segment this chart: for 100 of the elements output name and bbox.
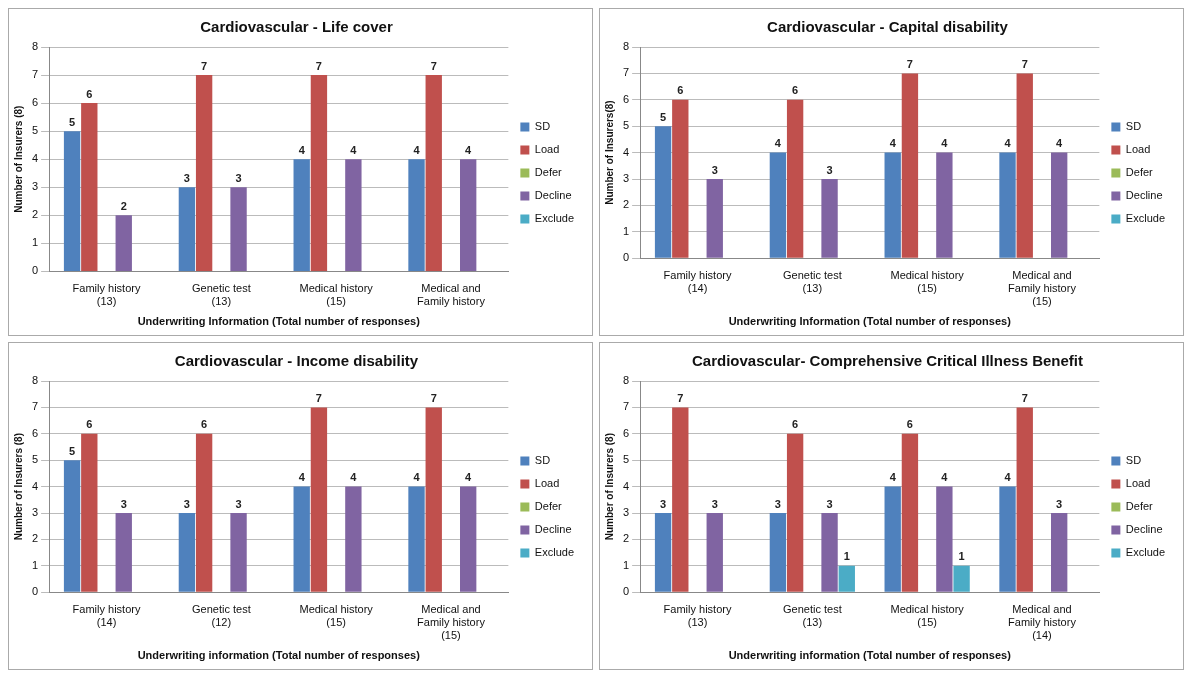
bar <box>654 513 672 592</box>
bar <box>1051 513 1068 592</box>
x-tick-label: Medical history (15) <box>299 602 374 629</box>
x-tick-label: Genetic test (12) <box>191 602 251 629</box>
data-label: 6 <box>86 418 93 431</box>
x-tick-label: Family history (14) <box>72 602 141 629</box>
legend-label: Decline <box>534 523 572 536</box>
bar <box>706 513 723 592</box>
x-tick-label: Medical and Family history (15) <box>417 602 486 642</box>
data-label: 4 <box>298 143 306 156</box>
x-axis-title: Underwriting Information (Total number of responses) <box>728 315 1012 328</box>
bar <box>838 565 855 592</box>
y-tick-label: 3 <box>622 172 630 185</box>
x-tick-label: Family history (14) <box>663 268 732 295</box>
bar <box>706 179 723 258</box>
legend-label: SD <box>534 454 551 467</box>
bar <box>115 215 132 271</box>
y-tick-label: 6 <box>31 96 39 109</box>
y-tick-label: 6 <box>622 426 630 439</box>
y-tick-label: 5 <box>622 119 630 132</box>
y-tick-label: 4 <box>622 145 630 158</box>
x-axis-title: Underwriting information (Total number of responses) <box>137 649 421 662</box>
data-label: 3 <box>711 497 718 510</box>
bar <box>230 187 247 271</box>
bar <box>425 75 442 271</box>
y-tick-label: 7 <box>622 400 630 413</box>
bar <box>786 433 804 592</box>
chart-title: Cardiovascular- Comprehensive Critical Illness Benefit <box>692 352 1083 370</box>
x-tick-label: Medical history (15) <box>890 268 965 295</box>
y-tick-label: 5 <box>31 124 39 137</box>
data-label: 1 <box>958 550 965 563</box>
data-label: 3 <box>120 497 127 510</box>
bar <box>81 103 98 271</box>
data-label: 3 <box>235 171 242 184</box>
data-label: 6 <box>792 84 799 97</box>
data-label: 7 <box>201 59 208 72</box>
y-tick-label: 7 <box>622 66 630 79</box>
bar <box>936 486 953 592</box>
data-label: 3 <box>774 497 781 510</box>
x-axis-title: Underwriting information (Total number of responses) <box>728 649 1012 662</box>
bar <box>1016 407 1033 592</box>
data-label: 3 <box>826 163 833 176</box>
x-tick-label: Medical and Family history <box>417 282 486 308</box>
y-tick-label: 5 <box>31 453 39 466</box>
data-label: 3 <box>711 163 718 176</box>
x-axis-title: Underwriting Information (Total number of responses) <box>137 315 421 328</box>
data-label: 4 <box>413 143 421 156</box>
bar <box>408 486 425 592</box>
y-tick-label: 7 <box>31 400 39 413</box>
y-tick-label: 0 <box>31 264 39 277</box>
x-tick-label: Medical history (15) <box>890 602 965 629</box>
data-label: 4 <box>889 137 897 150</box>
data-label: 4 <box>774 137 782 150</box>
data-label: 6 <box>677 84 684 97</box>
legend-label: Exclude <box>534 212 575 225</box>
y-tick-label: 4 <box>31 479 39 492</box>
bar <box>769 152 787 258</box>
data-label: 4 <box>1004 471 1012 484</box>
data-label: 6 <box>792 418 799 431</box>
x-tick-label: Genetic test (13) <box>191 282 251 308</box>
data-label: 2 <box>120 199 127 212</box>
data-label: 5 <box>660 110 667 123</box>
data-label: 4 <box>941 137 949 150</box>
data-label: 4 <box>465 471 473 484</box>
legend-label: SD <box>1125 120 1142 133</box>
y-tick-label: 1 <box>31 558 39 571</box>
bar <box>786 99 804 258</box>
data-label: 3 <box>183 497 190 510</box>
bar <box>821 179 838 258</box>
bar <box>460 486 477 592</box>
legend-label: Defer <box>534 500 563 513</box>
bar <box>115 513 132 592</box>
data-label: 7 <box>677 391 684 404</box>
y-tick-label: 5 <box>622 453 630 466</box>
y-tick-label: 2 <box>31 208 39 221</box>
data-label: 7 <box>906 57 913 70</box>
bar <box>1051 152 1068 258</box>
data-label: 4 <box>1004 137 1012 150</box>
bar <box>672 407 689 592</box>
x-tick-label: Genetic test (13) <box>782 268 842 295</box>
data-label: 3 <box>1056 497 1063 510</box>
y-axis-title: Number of Insurers (8) <box>12 105 24 213</box>
x-tick-label: Family history (13) <box>663 602 732 629</box>
data-label: 5 <box>69 444 76 457</box>
legend-label: Decline <box>534 189 572 202</box>
bar <box>460 159 477 271</box>
y-tick-label: 6 <box>31 426 39 439</box>
y-tick-label: 1 <box>622 558 630 571</box>
x-tick-label: Genetic test (13) <box>782 602 842 629</box>
data-label: 7 <box>1021 57 1028 70</box>
bar <box>81 433 98 592</box>
y-tick-label: 6 <box>622 92 630 105</box>
data-label: 7 <box>1021 391 1028 404</box>
y-tick-label: 3 <box>31 506 39 519</box>
bar <box>884 152 901 258</box>
chart-title: Cardiovascular - Life cover <box>200 18 393 36</box>
legend-label: Load <box>534 143 560 156</box>
legend-label: Decline <box>1125 189 1163 202</box>
data-label: 4 <box>298 471 306 484</box>
bar <box>310 407 328 592</box>
